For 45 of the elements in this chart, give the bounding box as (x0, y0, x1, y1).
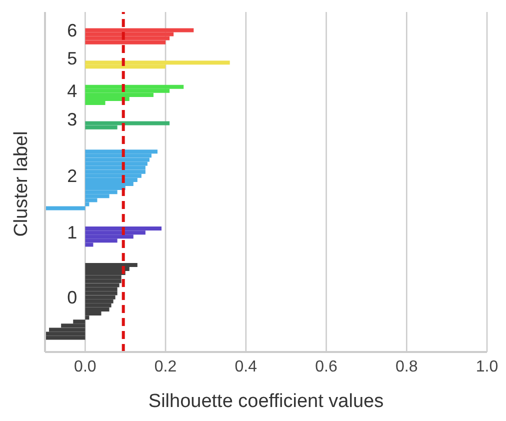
bar (45, 336, 86, 340)
x-axis-title: Silhouette coefficient values (148, 391, 384, 412)
bar (85, 226, 162, 231)
bar (85, 279, 122, 284)
series-label: 1 (67, 222, 78, 243)
bar (85, 36, 170, 40)
bar (85, 150, 158, 154)
series-label: 2 (67, 166, 78, 186)
bar (85, 174, 142, 178)
bar (85, 303, 112, 308)
bar (85, 287, 118, 292)
x-tick-label: 0.0 (74, 358, 96, 376)
x-tick-label: 1.0 (476, 358, 498, 376)
bar (85, 271, 126, 276)
bar (85, 307, 110, 312)
series-label: 0 (67, 287, 78, 308)
bar (85, 295, 116, 300)
bar (85, 299, 114, 304)
x-tick-label: 0.6 (315, 358, 338, 376)
bar (85, 84, 184, 89)
x-tick-label: 0.4 (234, 358, 258, 376)
bar (85, 166, 146, 170)
series-label: 5 (67, 48, 78, 69)
bar (45, 206, 86, 210)
bar (85, 170, 146, 174)
bar (85, 182, 134, 186)
bar (85, 40, 166, 44)
bar (85, 262, 138, 267)
bar (85, 178, 138, 182)
bar (85, 28, 194, 32)
series-label: 3 (67, 109, 78, 130)
series-label: 6 (67, 20, 78, 40)
x-tick-label: 0.2 (154, 358, 177, 376)
bar (85, 158, 150, 162)
bar (85, 121, 170, 126)
bar (45, 332, 86, 336)
series-label: 4 (67, 80, 78, 101)
y-axis-title: Cluster label (11, 131, 33, 237)
bar (85, 283, 120, 288)
bar (85, 291, 118, 296)
bar (49, 328, 86, 332)
bar (85, 162, 148, 166)
bar (85, 275, 122, 280)
x-tick-label: 0.8 (396, 358, 418, 376)
bar (85, 60, 230, 65)
